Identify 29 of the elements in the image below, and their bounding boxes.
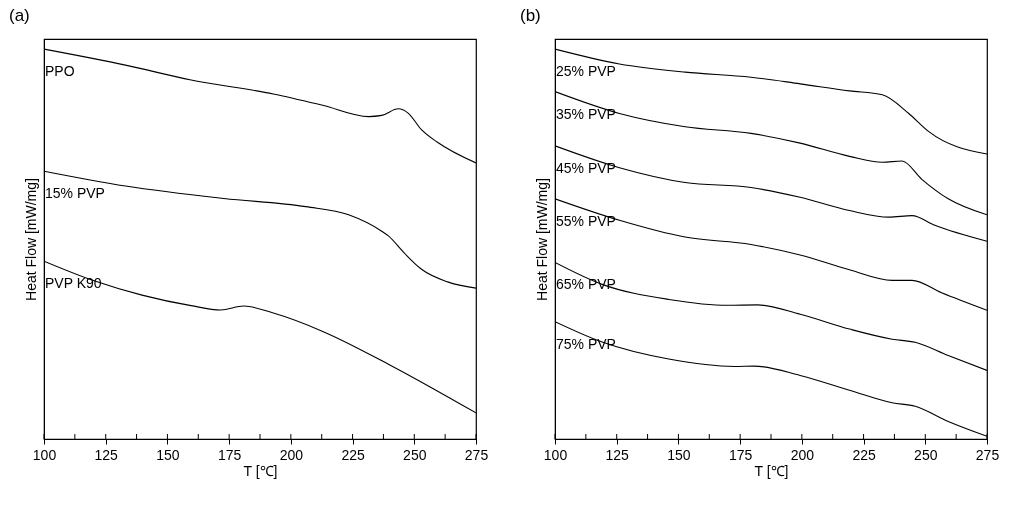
x-tick-label: 100 <box>32 446 57 463</box>
y-axis-title: Heat Flow [mW/mg] <box>22 178 39 301</box>
chart-title: (a) <box>9 6 30 25</box>
series-label: PPO <box>45 63 75 80</box>
x-tick-label: 125 <box>605 446 630 463</box>
x-tick-label: 200 <box>279 446 304 463</box>
x-tick-label: 150 <box>667 446 691 463</box>
x-tick-label: 200 <box>790 446 815 463</box>
series-label: 15% PVP <box>45 185 105 202</box>
x-tick-label: 275 <box>464 446 489 463</box>
x-tick-label: 275 <box>975 446 1000 463</box>
x-tick-label: 250 <box>403 446 427 463</box>
series-label: 35% PVP <box>556 105 616 122</box>
x-axis-title: T [℃] <box>243 462 278 479</box>
x-tick-label: 225 <box>852 446 876 463</box>
x-axis-title: T [℃] <box>754 462 789 479</box>
x-tick-label: 250 <box>914 446 938 463</box>
x-tick-label: 175 <box>217 446 242 463</box>
chart-title: (b) <box>520 6 541 25</box>
x-tick-label: 225 <box>341 446 365 463</box>
series-label: 45% PVP <box>556 159 616 176</box>
series-label: 25% PVP <box>556 63 616 80</box>
x-tick-label: 175 <box>728 446 753 463</box>
series-label: PVP K90 <box>45 275 102 292</box>
x-tick-label: 100 <box>543 446 568 463</box>
x-tick-label: 125 <box>94 446 119 463</box>
x-tick-label: 150 <box>156 446 180 463</box>
series-label: 55% PVP <box>556 212 616 229</box>
y-axis-title: Heat Flow [mW/mg] <box>533 178 550 301</box>
